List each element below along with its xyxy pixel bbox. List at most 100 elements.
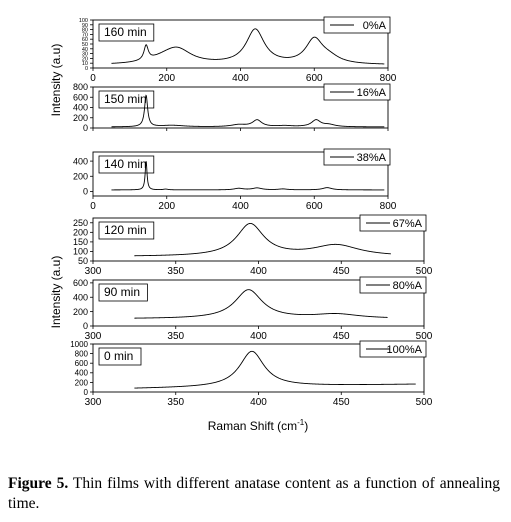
x-tick-label: 200 [158,73,175,84]
series-line [134,289,388,319]
x-tick-label: 300 [85,266,102,277]
figure-caption: Figure 5. Thin films with different anat… [8,474,500,514]
panel-label-box [98,155,155,174]
y-tick-label: 400 [73,292,88,302]
x-tick-label: 350 [167,397,184,408]
y-tick-label: 200 [73,307,88,317]
x-tick-label: 400 [232,73,249,84]
y-tick-label: 200 [73,172,88,182]
y-tick-label: 150 [73,237,88,247]
y-tick-label: 400 [73,103,88,113]
panel-label: 0 min [104,349,133,363]
panel-label-box [98,347,142,366]
x-tick-label: 0 [90,73,96,84]
y-tick-label: 600 [73,278,88,288]
x-tick-label: 450 [333,266,350,277]
y-tick-label: 200 [73,228,88,238]
legend-box [359,276,427,294]
panel-label-box [98,90,155,109]
x-tick-label: 300 [85,331,102,342]
y-tick-label: 0 [84,388,89,397]
y-axis-label-top: Intensity (a.u) [49,44,63,117]
panel-label-box [98,23,155,42]
x-tick-label: 350 [167,331,184,342]
y-tick-label: 90 [82,23,88,29]
y-tick-label: 30 [82,52,88,58]
x-tick-label: 400 [250,397,267,408]
y-tick-label: 0 [85,66,88,72]
x-tick-label: 800 [380,201,397,212]
y-tick-label: 800 [75,349,89,358]
panel-label: 160 min [104,25,147,39]
legend-label: 38%A [357,152,387,164]
panel-label-box [98,283,148,302]
x-tick-label: 200 [158,201,175,212]
y-axis-label-bottom: Intensity (a.u) [49,256,63,329]
legend-box [323,148,391,166]
y-tick-label: 10 [82,61,88,67]
x-tick-label: 500 [416,397,433,408]
y-tick-label: 70 [82,32,88,38]
y-tick-label: 100 [79,18,88,24]
series-line [134,222,391,257]
series-line [111,94,385,128]
legend-box [359,214,427,232]
caption-label: Figure 5. [8,475,69,492]
panel-label: 140 min [104,157,147,171]
y-tick-label: 200 [73,113,88,123]
y-tick-label: 250 [73,218,88,228]
legend-label: 100%A [387,344,423,356]
panel-label: 150 min [104,92,147,106]
x-tick-label: 400 [250,331,267,342]
x-tick-label: 800 [380,73,397,84]
x-tick-label: 300 [85,397,102,408]
x-tick-label: 400 [250,266,267,277]
panel-label: 120 min [104,223,147,237]
x-tick-label: 600 [306,201,323,212]
legend-label: 0%A [363,20,387,32]
panel-label: 90 min [104,285,140,299]
y-tick-label: 100 [73,247,88,257]
y-tick-label: 60 [82,37,88,43]
y-tick-label: 400 [73,156,88,166]
y-tick-label: 200 [75,378,89,387]
x-tick-label: 450 [333,331,350,342]
y-tick-label: 0 [83,187,88,197]
y-tick-label: 50 [82,42,88,48]
y-tick-label: 20 [82,56,88,62]
y-tick-label: 80 [82,28,88,34]
legend-label: 16%A [357,87,387,99]
x-tick-label: 450 [333,397,350,408]
x-tick-label: 350 [167,266,184,277]
y-tick-label: 1000 [70,340,88,349]
legend-label: 80%A [393,280,423,292]
x-tick-label: 0 [90,201,96,212]
y-tick-label: 800 [73,82,88,92]
x-tick-label: 500 [416,331,433,342]
panel-label-box [98,221,155,240]
legend-box [323,16,391,34]
series-line [111,28,385,65]
legend-box [359,340,427,358]
y-tick-label: 600 [73,92,88,102]
series-line [111,161,385,191]
y-tick-label: 50 [78,256,88,266]
y-tick-label: 40 [82,47,88,53]
y-tick-label: 0 [83,321,88,331]
y-tick-label: 600 [75,359,89,368]
x-tick-label: 500 [416,266,433,277]
legend-label: 67%A [393,218,423,230]
legend-box [323,83,391,101]
chart-panel-4: 300 350 400 450 500 0 200 400 600 90 min 80%A [73,276,433,342]
x-tick-label: 600 [306,73,323,84]
chart-panel-2: 0 200 400 600 800 0 200 400 140 min 38%A [73,148,397,212]
x-tick-label: 400 [232,201,249,212]
y-tick-label: 400 [75,369,89,378]
series-line [134,350,416,389]
